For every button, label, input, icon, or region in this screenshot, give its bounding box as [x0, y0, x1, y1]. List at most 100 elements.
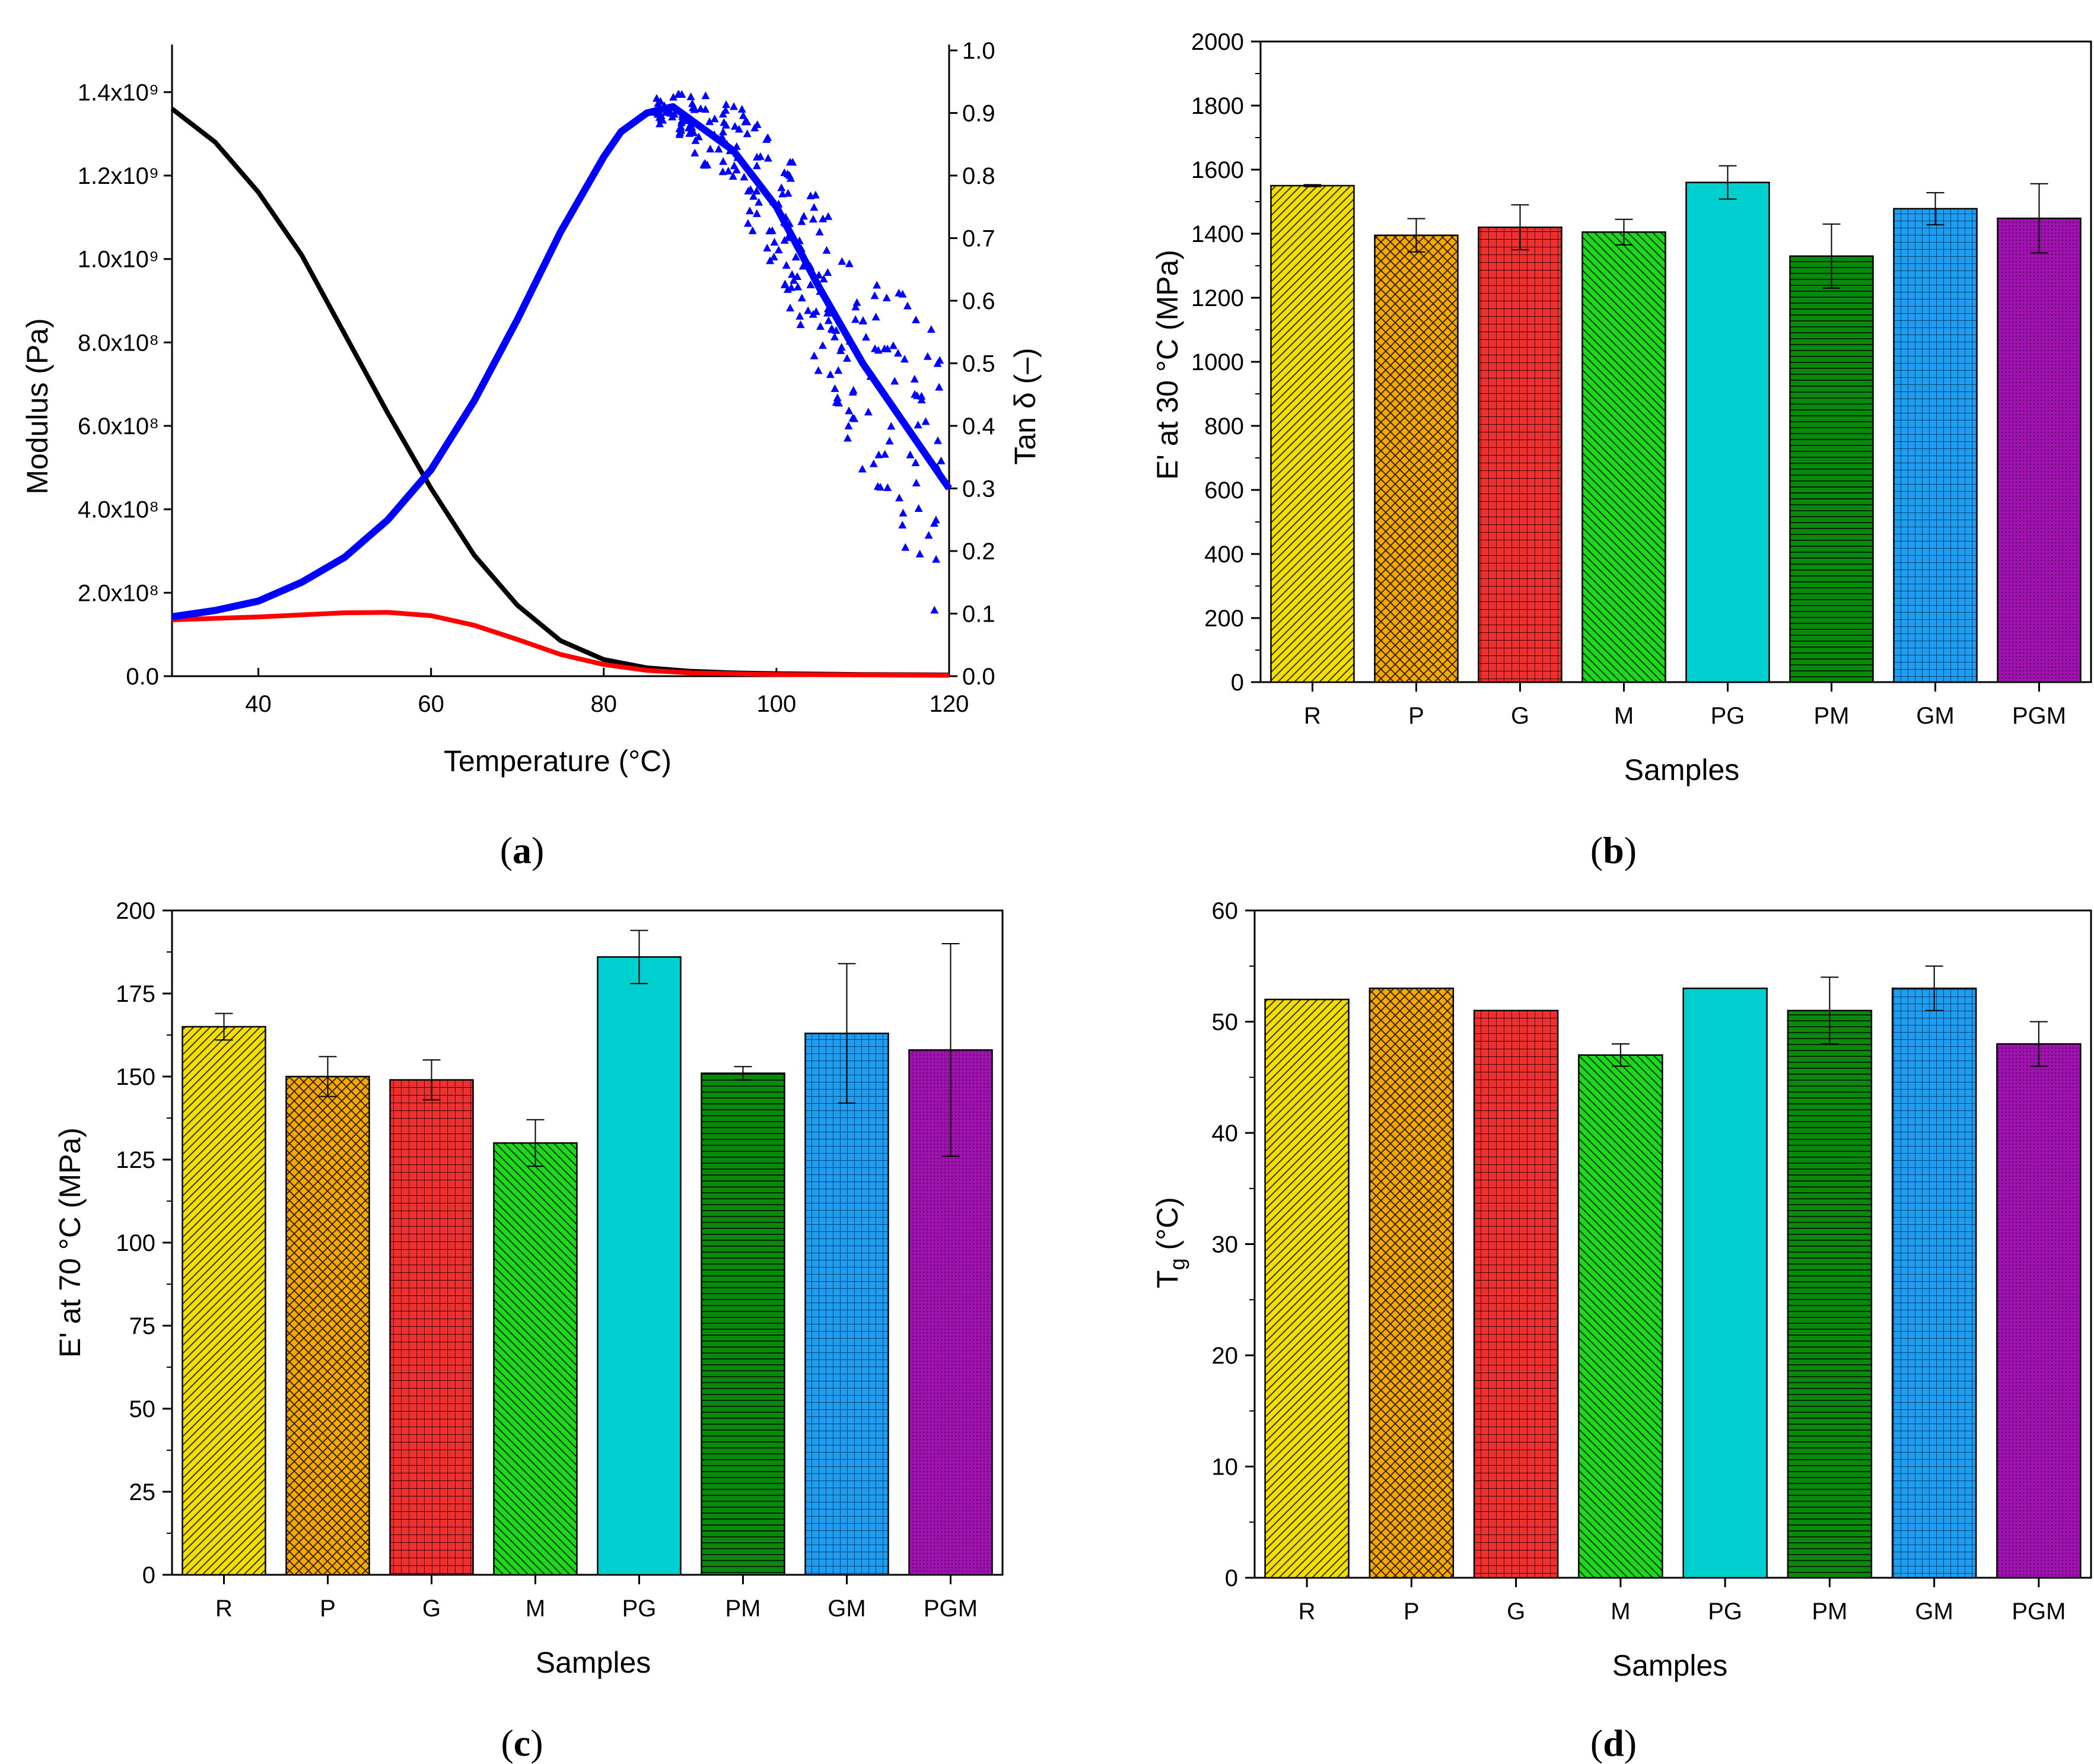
panel-d-xtick-label: GM [1915, 1599, 1953, 1625]
panel-a-xtick-label: 60 [418, 691, 444, 717]
panel-a-ytick-label: 6.0x10⁸ [78, 413, 159, 440]
tan-delta-point [783, 169, 792, 177]
tan-delta-point [690, 148, 699, 157]
panel-c-ytick-label: 25 [129, 1479, 156, 1505]
loss-modulus-series [171, 610, 950, 678]
tan-delta-point [871, 313, 880, 321]
tan-delta-point [937, 456, 946, 464]
tan-delta-point [732, 142, 741, 150]
tan-delta-point [901, 543, 910, 551]
tan-delta-point [915, 549, 924, 558]
tan-delta-point [790, 276, 798, 284]
panel-c-ytick-label: 75 [129, 1313, 156, 1339]
tan-delta-point [845, 406, 854, 415]
panel-c-ytick-label: 125 [116, 1147, 155, 1173]
tan-delta-point [818, 341, 827, 349]
panel-c-ytick-label: 50 [129, 1396, 156, 1422]
tan-delta-point [849, 386, 858, 394]
panel-c-xtick-label: PG [622, 1596, 657, 1622]
bar-PGM [1996, 1043, 2082, 1579]
tan-delta-point [705, 117, 714, 125]
panel-c-xlabel: Samples [536, 1646, 651, 1679]
tan-delta-point [765, 227, 774, 235]
panel-a-xlabel: Temperature (°C) [444, 744, 672, 778]
tan-delta-point [794, 282, 803, 291]
bar-P [1374, 234, 1459, 683]
tan-delta-point [784, 189, 793, 197]
panel-d-xtick-label: R [1299, 1599, 1316, 1625]
tan-delta-point [652, 94, 661, 102]
tan-delta-point [933, 463, 941, 471]
tan-delta-point [882, 293, 891, 301]
bar-M [1578, 1054, 1663, 1579]
tan-delta-point [796, 320, 805, 329]
tan-delta-point [917, 391, 926, 400]
tan-delta-point [730, 102, 739, 110]
panel-b-xtick-label: PG [1711, 703, 1745, 729]
tan-delta-point [786, 174, 795, 182]
tan-delta-point [816, 287, 825, 295]
bar-G [1473, 1010, 1559, 1579]
tan-delta-point [660, 102, 669, 110]
panel-b-xtick-label: GM [1916, 703, 1954, 729]
panel-b-ytick-label: 2000 [1191, 29, 1244, 55]
tan-delta-point [914, 421, 922, 429]
tan-delta-point [701, 104, 710, 113]
tan-delta-point [927, 325, 935, 333]
tan-delta-point [669, 93, 678, 101]
panel-b-ytick-label: 400 [1204, 542, 1244, 568]
tan-delta-point [733, 153, 742, 161]
bar-M [493, 1142, 578, 1576]
tan-delta-point [823, 308, 832, 317]
tan-delta-point [744, 186, 753, 195]
panel-a-ytick-label: 4.0x10⁸ [78, 497, 159, 523]
tan-delta-point [706, 144, 715, 152]
tan-delta-point [843, 434, 852, 442]
bar-G [1478, 226, 1562, 683]
tan-delta-point [668, 112, 677, 120]
tan-delta-point [688, 99, 697, 107]
bar-PG [1682, 988, 1768, 1579]
panel-b-ytick-label: 1400 [1191, 221, 1244, 247]
caption-b: (b) [1590, 829, 1637, 871]
tan-delta-point [832, 398, 841, 406]
panel-c-xtick-label: PGM [924, 1596, 978, 1622]
tan-delta-point [718, 132, 727, 141]
panel-a-y2tick-label: 1.0 [962, 38, 995, 64]
tan-delta-point [723, 139, 731, 148]
tan-delta-point [743, 219, 752, 227]
panel-d-ytick-label: 30 [1212, 1232, 1239, 1258]
tan-delta-point [718, 128, 727, 136]
panel-b-xtick-label: G [1511, 703, 1529, 729]
tan-delta-point [912, 479, 921, 487]
panel-a-ytick-label: 0.0 [126, 664, 159, 690]
panel-b-ylabel: E' at 30 °C (MPa) [1151, 250, 1184, 480]
tan-delta-point [686, 92, 695, 100]
panel-b-ytick-label: 800 [1204, 413, 1244, 440]
panel-b-ytick-label: 1600 [1191, 157, 1244, 183]
tan-delta-series [171, 103, 952, 620]
panel-d-xlabel: Samples [1612, 1649, 1728, 1682]
tan-delta-point [895, 288, 903, 297]
panel-d-ytick-label: 20 [1212, 1343, 1239, 1369]
tan-delta-point [730, 122, 739, 130]
tan-delta-point [870, 344, 879, 352]
tan-delta-point [752, 152, 761, 161]
bar-GM [804, 1032, 889, 1576]
bar-PM [1789, 255, 1874, 683]
tan-delta-point [932, 555, 941, 563]
tan-delta-point [690, 105, 699, 113]
tan-delta-point [870, 291, 879, 300]
tan-delta-point [895, 493, 903, 502]
tan-delta-point [822, 246, 831, 254]
tan-delta-point [810, 203, 819, 211]
tan-delta-point [752, 186, 761, 195]
panel-d-ytick-label: 0 [1225, 1565, 1238, 1591]
caption-c: (c) [501, 1722, 543, 1764]
tan-delta-point [752, 209, 761, 217]
tan-delta-point [858, 316, 867, 324]
